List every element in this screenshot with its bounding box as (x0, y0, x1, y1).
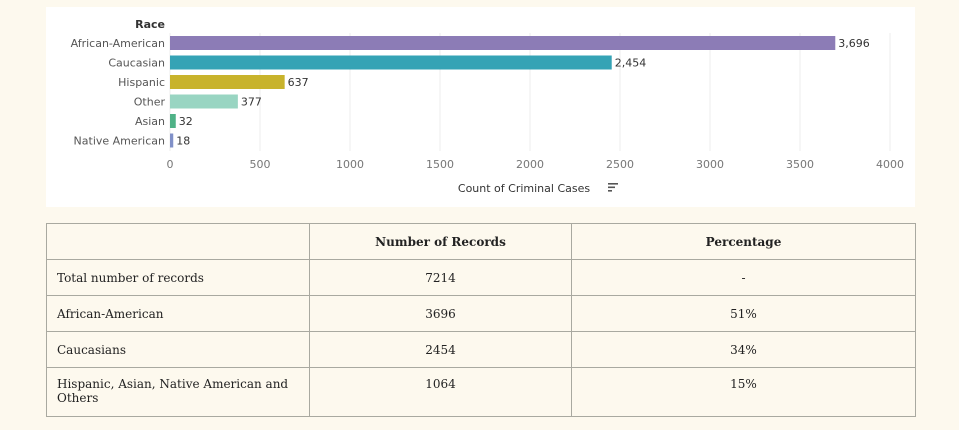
category-label: Other (134, 96, 166, 109)
table-header-row: Number of Records Percentage (46, 223, 916, 260)
bar-caucasian[interactable] (170, 55, 612, 70)
value-label: 32 (179, 115, 193, 128)
header-number-of-records: Number of Records (309, 223, 572, 260)
row-count: 7214 (309, 259, 572, 296)
table-row: Total number of records 7214 - (46, 259, 916, 296)
header-cell-blank (46, 223, 310, 260)
sort-icon[interactable] (608, 183, 618, 192)
value-label: 3,696 (838, 37, 870, 50)
row-label: Hispanic, Asian, Native American and Oth… (46, 367, 310, 417)
row-count: 3696 (309, 295, 572, 332)
bar-african-american[interactable] (170, 36, 836, 50)
category-label: Asian (135, 115, 165, 128)
table-row: Caucasians 2454 34% (46, 331, 916, 368)
x-tick-label: 2500 (606, 158, 634, 171)
value-label: 2,454 (615, 57, 647, 70)
bar-chart: 0 500 1000 1500 2000 2500 3000 3500 4000 African-… (46, 7, 915, 207)
category-axis-title: Race (135, 18, 165, 31)
row-label: Total number of records (46, 259, 310, 296)
x-tick-label: 1500 (426, 158, 454, 171)
row-label: Caucasians (46, 331, 310, 368)
x-tick-label: 2000 (516, 158, 544, 171)
x-tick-label: 500 (250, 158, 271, 171)
records-table: Number of Records Percentage Total numbe… (46, 223, 916, 417)
category-label: African-American (71, 37, 165, 50)
x-tick-label: 3500 (786, 158, 814, 171)
row-label: African-American (46, 295, 310, 332)
x-tick-label: 0 (167, 158, 174, 171)
row-count: 1064 (309, 367, 572, 417)
row-percent: 51% (571, 295, 916, 332)
row-percent: 15% (571, 367, 916, 417)
row-count: 2454 (309, 331, 572, 368)
chart-svg: 0 500 1000 1500 2000 2500 3000 3500 4000 African-… (71, 18, 904, 195)
category-label: Hispanic (118, 76, 165, 89)
row-percent: - (571, 259, 916, 296)
x-axis-title: Count of Criminal Cases (458, 182, 590, 195)
table-row: Hispanic, Asian, Native American and Oth… (46, 367, 916, 417)
header-percentage: Percentage (571, 223, 916, 260)
bar-hispanic[interactable] (170, 75, 285, 89)
row-percent: 34% (571, 331, 916, 368)
category-label: Caucasian (108, 57, 165, 70)
value-label: 18 (176, 135, 190, 148)
x-tick-label: 3000 (696, 158, 724, 171)
bar-other[interactable] (170, 94, 238, 109)
bar-native-american[interactable] (170, 133, 174, 148)
x-tick-label: 1000 (336, 158, 364, 171)
value-label: 637 (288, 76, 309, 89)
value-label: 377 (241, 96, 262, 109)
category-label: Native American (74, 135, 165, 148)
x-tick-label: 4000 (876, 158, 904, 171)
table-row: African-American 3696 51% (46, 295, 916, 332)
bar-asian[interactable] (170, 114, 176, 128)
